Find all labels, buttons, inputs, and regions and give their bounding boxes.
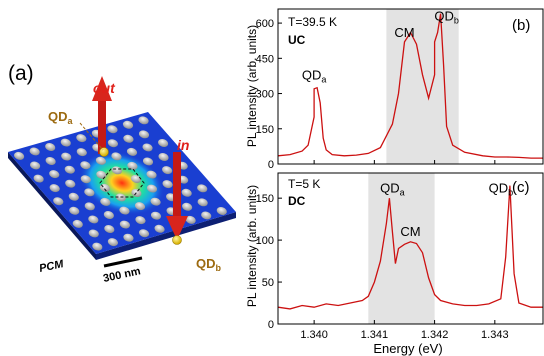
chart-c-x-ticks: 1.340 1.341 1.342 1.343	[300, 320, 509, 341]
chart-c-y-ticks: 0 50 100 150	[256, 193, 282, 331]
y-tick-label: 0	[268, 159, 274, 171]
chart-b-frame	[277, 8, 544, 165]
chart-b-ylabel: PL intensity (arb. units)	[245, 25, 259, 147]
x-tick-label: 1.340	[300, 329, 328, 341]
y-tick-label: 100	[256, 235, 274, 247]
qd-b-dot	[172, 235, 182, 245]
chart-c-xlabel: Energy (eV)	[373, 341, 442, 356]
y-tick-label: 450	[256, 53, 274, 65]
chart-b-mode: UC	[288, 33, 306, 47]
x-tick-label: 1.341	[361, 329, 389, 341]
y-tick-label: 150	[256, 193, 274, 205]
scale-label: 300 nm	[102, 265, 142, 285]
chart-b: 0 150 300 450 600 T=39.5 K UC (b) PL intensi…	[245, 8, 544, 171]
qd-a-label: QDa	[48, 109, 74, 126]
chart-c-shaded-region	[368, 173, 435, 324]
peak-annotation: CM	[394, 25, 414, 40]
peak-annotation: CM	[400, 224, 420, 239]
y-tick-label: 50	[262, 277, 274, 289]
chart-c-panel-label: (c)	[512, 179, 530, 196]
peak-annotation: QDa	[380, 180, 405, 197]
chart-c-frame	[277, 172, 544, 325]
peak-annotation: QDb	[434, 8, 459, 25]
qd-b-label: QDb	[196, 256, 222, 273]
chart-b-shaded-region	[386, 9, 459, 164]
y-tick-label: 600	[256, 18, 274, 30]
chart-b-panel-label: (b)	[512, 17, 530, 34]
peak-annotation: QDa	[302, 67, 327, 84]
photonic-crystal-slab	[8, 112, 236, 260]
y-tick-label: 0	[268, 319, 274, 331]
out-arrow-icon	[92, 76, 112, 154]
chart-c-series-line	[277, 185, 543, 310]
y-tick-label: 150	[256, 124, 274, 136]
qd-a-dot	[99, 147, 109, 157]
in-label: in	[177, 137, 189, 153]
chart-b-series-line	[277, 13, 543, 159]
scale-bar	[103, 256, 143, 268]
chart-c-condition: T=5 K	[288, 177, 320, 191]
chart-b-y-ticks: 0 150 300 450 600	[256, 18, 282, 171]
y-tick-label: 300	[256, 89, 274, 101]
x-tick-label: 1.342	[421, 329, 449, 341]
panel-a: (a) out in QDa QDb PCM 300 nm	[8, 62, 236, 285]
chart-c-ylabel: PL intensity (arb. units)	[245, 185, 259, 307]
panel-a-label: (a)	[8, 62, 34, 85]
chart-b-condition: T=39.5 K	[288, 15, 337, 29]
pcm-label: PCM	[38, 258, 65, 275]
chart-b-annotations: QDa CM QDb	[302, 8, 459, 84]
chart-c-annotations: QDa CM QDb	[380, 180, 513, 239]
out-label: out	[93, 80, 116, 96]
x-tick-label: 1.343	[481, 329, 509, 341]
peak-annotation: QDb	[489, 180, 514, 197]
in-arrow-icon	[166, 152, 188, 240]
chart-b-x-ticks	[313, 160, 496, 164]
chart-c-mode: DC	[288, 194, 306, 208]
